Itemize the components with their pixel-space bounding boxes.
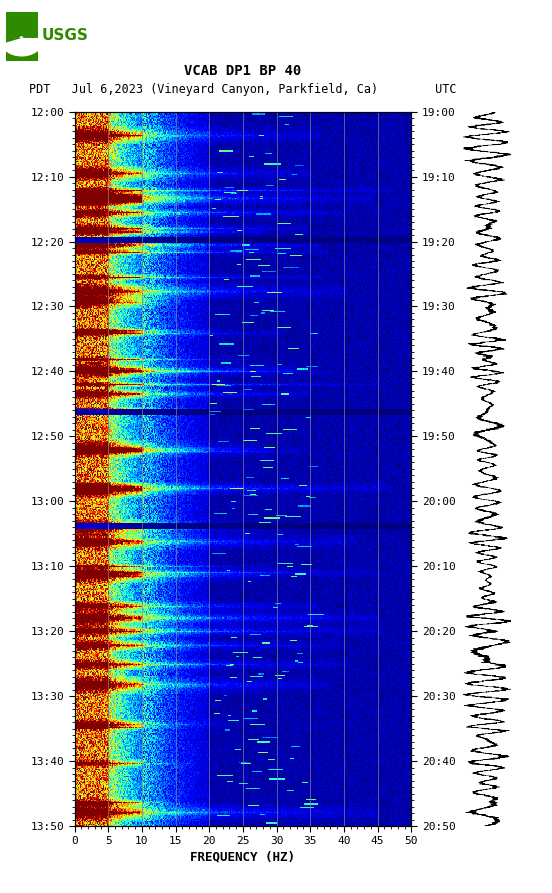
Text: USGS: USGS bbox=[41, 28, 88, 43]
Wedge shape bbox=[0, 37, 45, 56]
Bar bbox=[6, 12, 38, 61]
Text: VCAB DP1 BP 40: VCAB DP1 BP 40 bbox=[184, 63, 301, 78]
Text: PDT   Jul 6,2023 (Vineyard Canyon, Parkfield, Ca)        UTC: PDT Jul 6,2023 (Vineyard Canyon, Parkfie… bbox=[29, 82, 457, 96]
X-axis label: FREQUENCY (HZ): FREQUENCY (HZ) bbox=[190, 851, 295, 864]
